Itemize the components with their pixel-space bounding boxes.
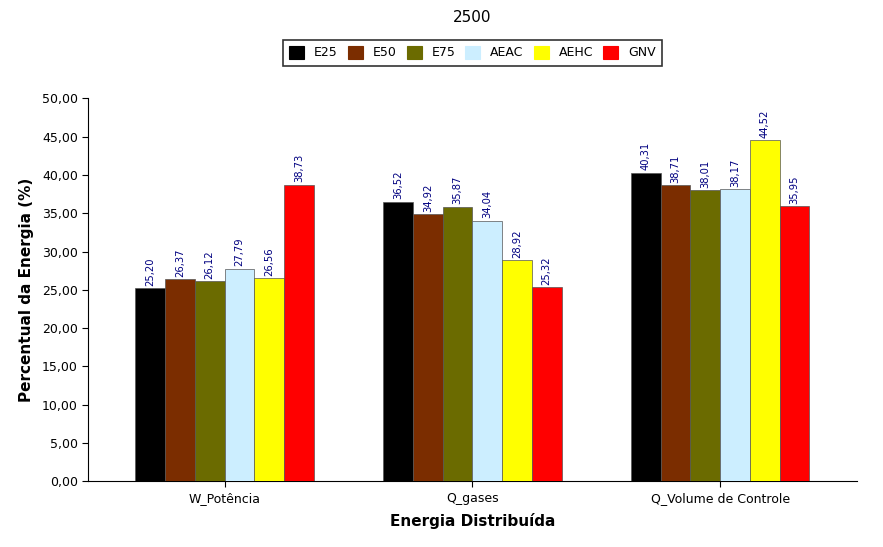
Bar — [780, 206, 810, 481]
Text: 35,95: 35,95 — [789, 175, 800, 204]
Text: 25,32: 25,32 — [542, 257, 552, 285]
Text: 36,52: 36,52 — [393, 171, 403, 200]
Bar — [195, 281, 224, 481]
Bar — [224, 269, 254, 481]
Text: 34,92: 34,92 — [423, 183, 433, 212]
Bar — [413, 214, 442, 481]
Text: 38,01: 38,01 — [700, 160, 710, 188]
Bar — [165, 280, 195, 481]
Bar — [442, 207, 472, 481]
Bar — [254, 278, 284, 481]
Y-axis label: Percentual da Energia (%): Percentual da Energia (%) — [19, 178, 34, 402]
Text: 26,12: 26,12 — [205, 251, 215, 279]
Text: 34,04: 34,04 — [482, 190, 493, 218]
Title: 2500: 2500 — [453, 10, 492, 25]
Text: 38,73: 38,73 — [294, 154, 304, 183]
Text: 35,87: 35,87 — [452, 176, 463, 205]
Bar — [383, 202, 413, 481]
Text: 44,52: 44,52 — [759, 110, 770, 138]
Bar — [135, 288, 165, 481]
Bar — [691, 190, 721, 481]
Text: 38,71: 38,71 — [670, 154, 681, 183]
Text: 38,17: 38,17 — [730, 159, 740, 187]
Bar — [284, 185, 313, 481]
X-axis label: Energia Distribuída: Energia Distribuída — [389, 513, 555, 529]
Text: 26,37: 26,37 — [175, 249, 185, 277]
Text: 40,31: 40,31 — [641, 142, 651, 170]
Bar — [532, 288, 562, 481]
Text: 27,79: 27,79 — [235, 237, 245, 266]
Legend: E25, E50, E75, AEAC, AEHC, GNV: E25, E50, E75, AEAC, AEHC, GNV — [283, 39, 662, 66]
Bar — [721, 189, 750, 481]
Bar — [660, 185, 691, 481]
Bar — [502, 260, 532, 481]
Bar — [750, 141, 780, 481]
Text: 28,92: 28,92 — [512, 229, 522, 258]
Bar — [472, 220, 502, 481]
Text: 26,56: 26,56 — [264, 247, 275, 276]
Bar — [631, 173, 660, 481]
Text: 25,20: 25,20 — [145, 258, 155, 286]
